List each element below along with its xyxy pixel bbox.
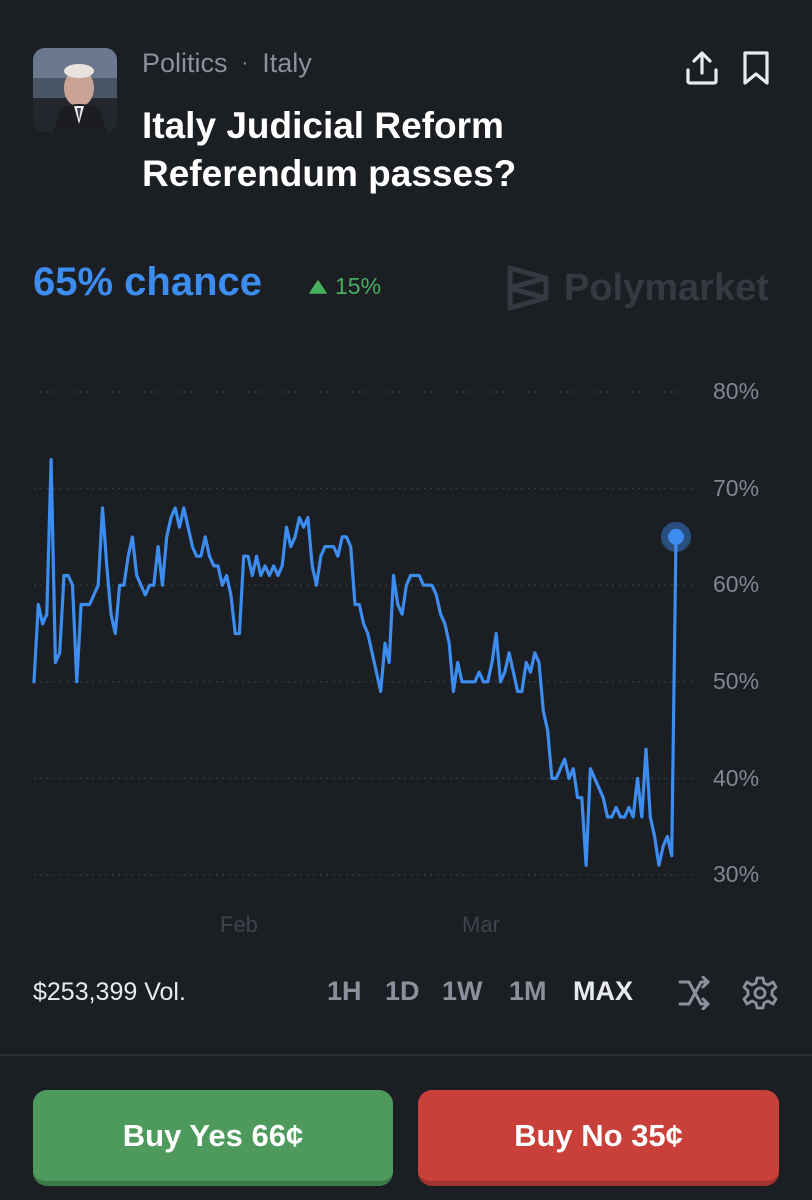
breadcrumb: Politics · Italy: [142, 48, 312, 79]
section-divider: [0, 1054, 812, 1056]
y-tick-label: 40%: [713, 765, 760, 791]
y-tick-label: 80%: [713, 378, 760, 404]
current-point: [668, 528, 684, 545]
subcategory-link[interactable]: Italy: [262, 48, 312, 78]
range-1m-button[interactable]: 1M: [509, 976, 547, 1006]
y-tick-label: 50%: [713, 668, 760, 694]
y-tick-label: 60%: [713, 571, 760, 597]
range-1h-button[interactable]: 1H: [327, 976, 362, 1006]
x-tick-label: Mar: [462, 912, 500, 937]
breadcrumb-separator: ·: [241, 52, 249, 74]
price-chart: [32, 391, 695, 876]
range-max-button[interactable]: MAX: [573, 976, 633, 1006]
brand-watermark: Polymarket: [506, 264, 769, 312]
y-tick-label: 30%: [713, 861, 760, 887]
shuffle-icon[interactable]: [677, 975, 711, 1011]
gear-icon[interactable]: [742, 975, 778, 1011]
volume-label: $253,399 Vol.: [33, 978, 186, 1006]
market-avatar: [33, 48, 117, 132]
triangle-up-icon: [309, 279, 327, 294]
y-tick-label: 70%: [713, 475, 760, 501]
category-link[interactable]: Politics: [142, 48, 228, 78]
change-value: 15%: [335, 273, 382, 299]
buy-yes-button[interactable]: Buy Yes 66¢: [33, 1090, 393, 1186]
chart-line: [32, 458, 678, 867]
polymarket-logo-icon: [507, 265, 549, 311]
change-indicator: 15%: [309, 273, 381, 300]
range-1w-button[interactable]: 1W: [442, 976, 483, 1006]
market-title: Italy Judicial Reform Referendum passes?: [142, 105, 517, 194]
x-tick-label: Feb: [220, 912, 258, 937]
brand-name: Polymarket: [564, 266, 769, 309]
bookmark-icon[interactable]: [740, 50, 776, 86]
range-1d-button[interactable]: 1D: [385, 976, 420, 1006]
chance-value: 65% chance: [33, 260, 263, 304]
share-icon[interactable]: [684, 50, 720, 86]
portrait-image: [33, 48, 117, 132]
buy-no-button[interactable]: Buy No 35¢: [418, 1090, 779, 1186]
